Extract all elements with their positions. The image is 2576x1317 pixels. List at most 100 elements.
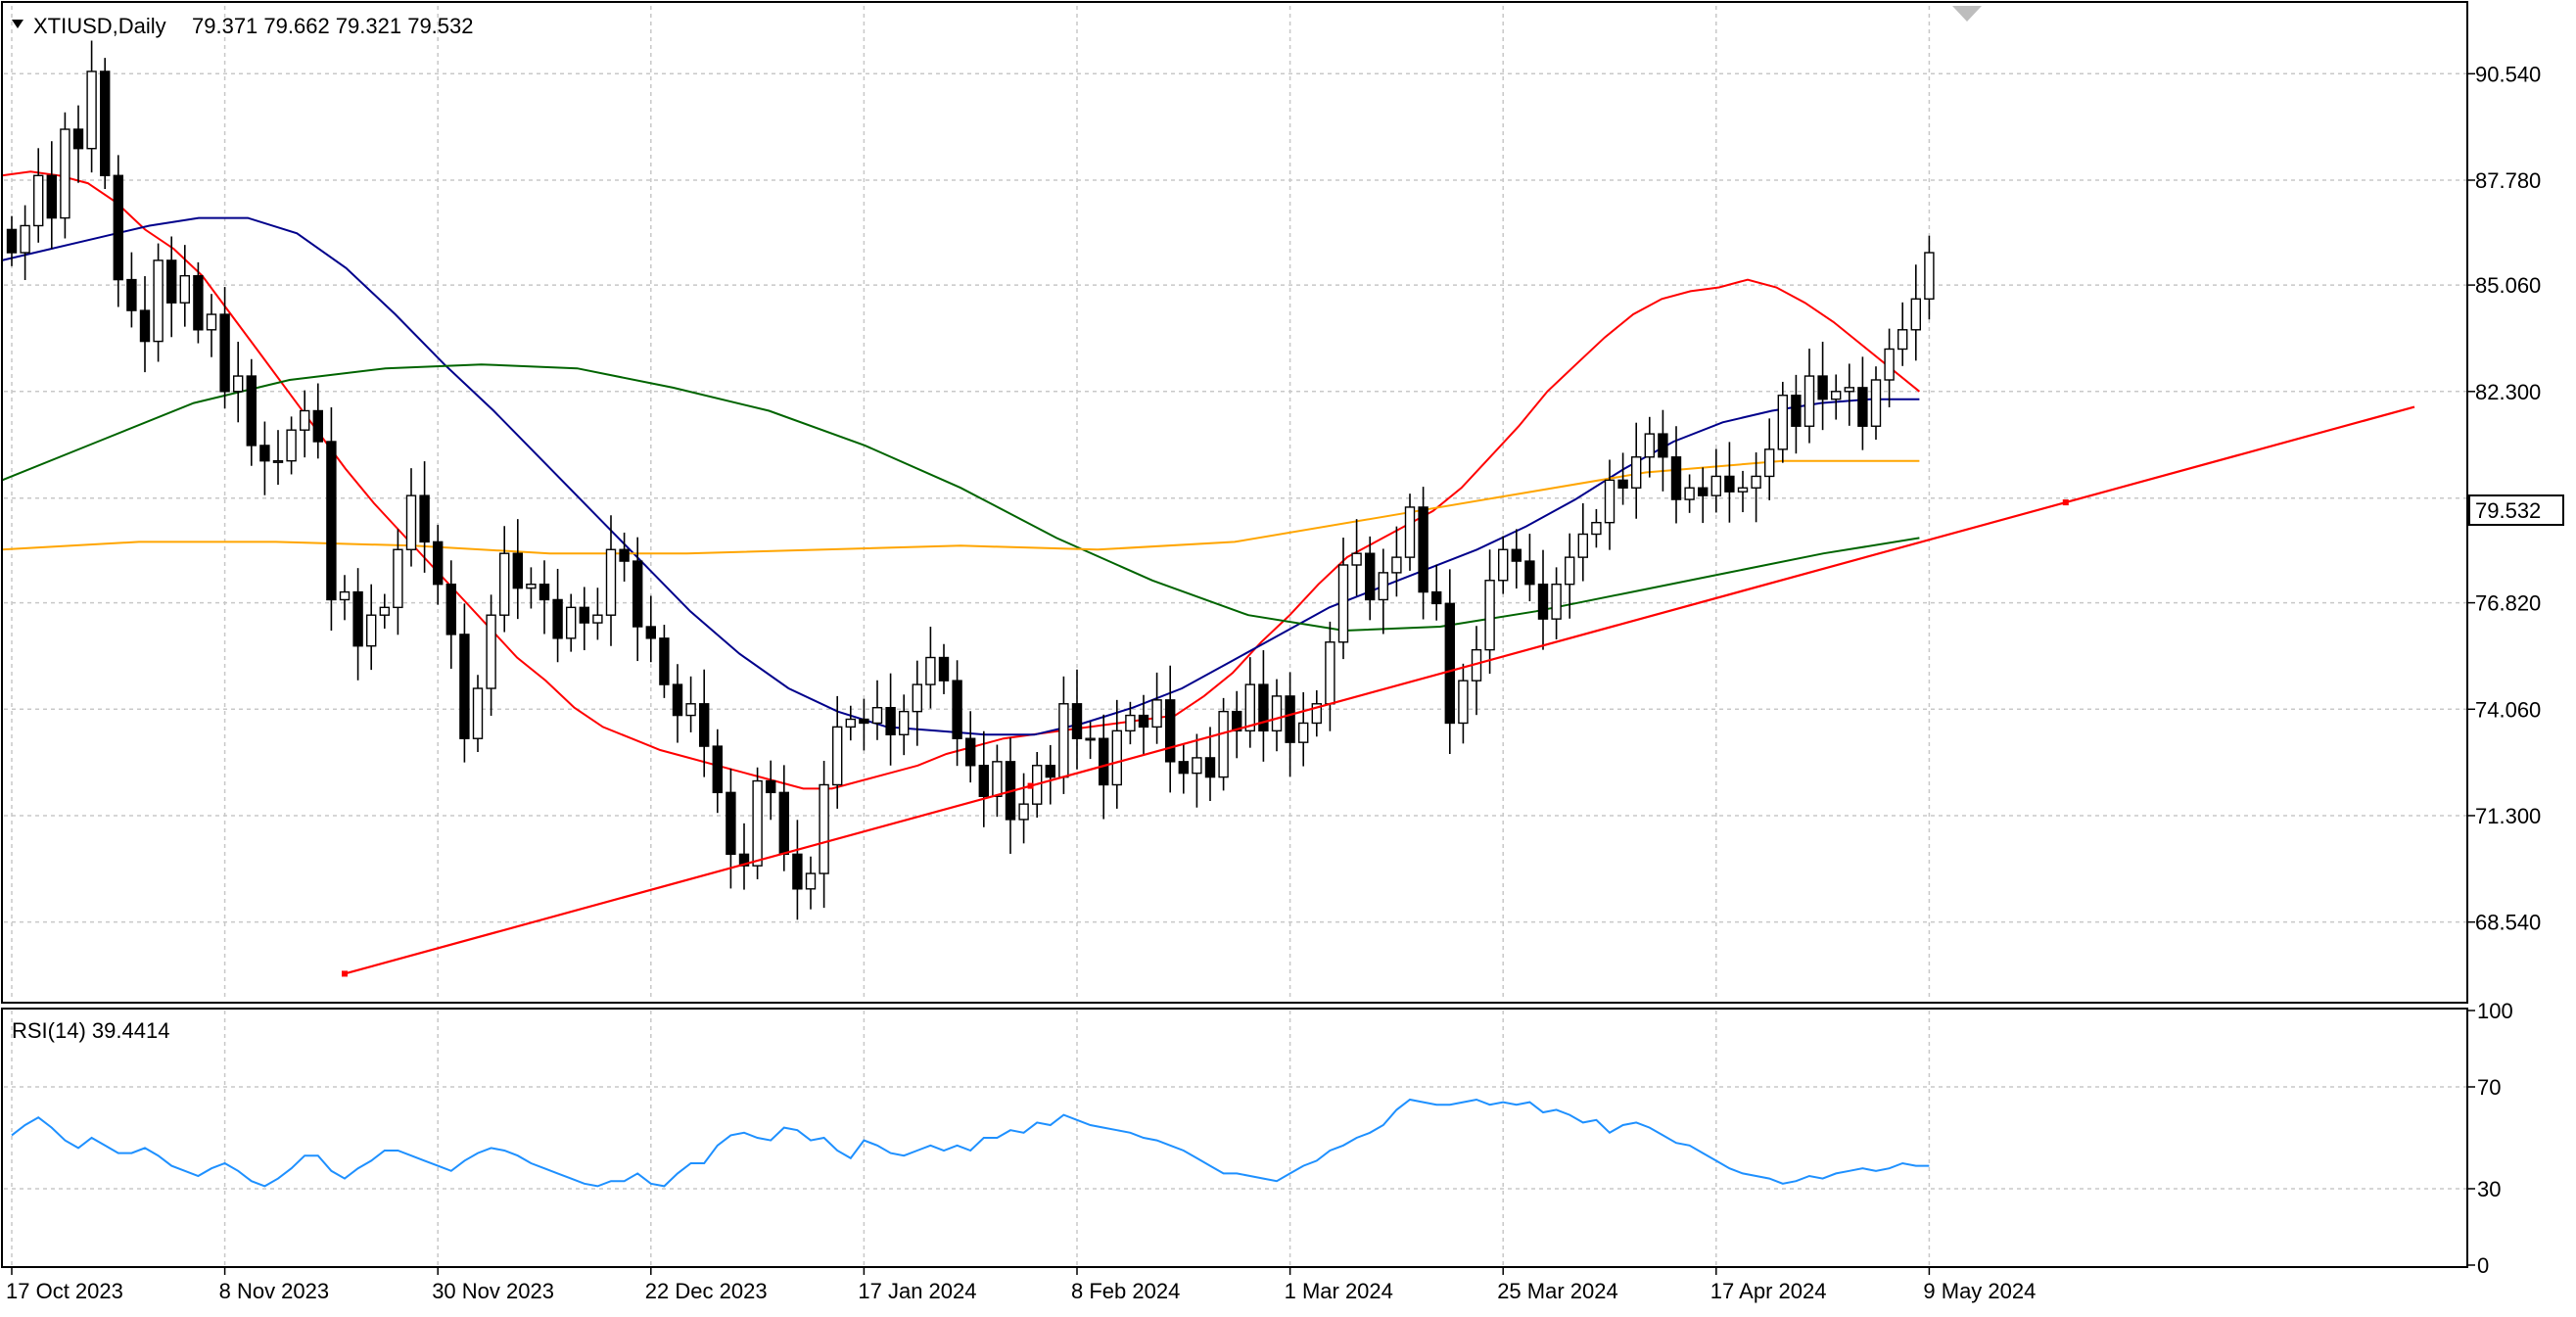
candle-body [1271, 695, 1283, 732]
candle-body [219, 313, 230, 393]
candle-body [712, 745, 723, 794]
candle-body [1591, 521, 1602, 536]
candle-body [659, 637, 670, 685]
candle-body [1045, 765, 1056, 778]
candle-body [1484, 580, 1495, 651]
candle-body [992, 761, 1003, 797]
chart-shift-marker-icon[interactable] [1952, 6, 1982, 22]
candle-body [1737, 487, 1749, 493]
price-tick-label: 71.300 [2475, 804, 2541, 828]
candle-body [1111, 729, 1123, 786]
candle-body [1125, 714, 1136, 732]
candle-body [272, 459, 284, 463]
time-tick-label: 22 Dec 2023 [645, 1279, 768, 1303]
candle-body [526, 583, 537, 589]
candle-body [20, 224, 30, 254]
candle-body [938, 656, 950, 682]
candle-body [1244, 683, 1256, 732]
candle-body [1164, 699, 1176, 763]
candle-body [60, 128, 70, 219]
candle-body [912, 683, 922, 713]
candle-body [153, 259, 164, 343]
candle-body [366, 614, 377, 647]
candle-body [699, 703, 710, 747]
candle-body [286, 429, 297, 462]
candle-body [72, 128, 84, 150]
rsi-tick-label: 100 [2477, 999, 2513, 1023]
candle-body [1617, 479, 1628, 489]
candle-body [300, 409, 310, 431]
candle-body [1884, 348, 1895, 381]
candle-body [738, 853, 750, 867]
candle-body [46, 174, 57, 219]
rsi-tick-label: 70 [2477, 1075, 2501, 1100]
candle-body [433, 541, 444, 586]
candle-body [352, 590, 363, 647]
candle-body [1258, 683, 1269, 732]
candle-body [113, 174, 124, 281]
candle-body [1391, 556, 1402, 574]
candle-body [1604, 479, 1616, 524]
candle-body [459, 634, 470, 739]
ohlc-values: 79.371 79.662 79.321 79.532 [192, 14, 474, 38]
candle-body [792, 853, 803, 890]
candle-body [206, 313, 217, 331]
candle-body [1018, 803, 1029, 821]
candle-body [1564, 556, 1575, 586]
candle-body [566, 606, 577, 639]
candle-body [899, 710, 910, 735]
candle-body [885, 707, 896, 735]
time-tick-label: 8 Feb 2024 [1071, 1279, 1180, 1303]
candle-body [1511, 548, 1522, 562]
trendline-anchor [2062, 499, 2069, 506]
candle-body [1351, 552, 1362, 566]
candle-body [472, 687, 484, 739]
candle-body [645, 626, 656, 639]
candle-body [965, 737, 976, 767]
candle-body [1285, 695, 1295, 743]
candle-body [632, 560, 643, 628]
candle-body [379, 606, 390, 616]
time-tick-label: 1 Mar 2024 [1285, 1279, 1393, 1303]
candle-body [1791, 395, 1802, 427]
trendline[interactable] [342, 405, 2415, 977]
candle-body [326, 441, 337, 601]
price-grid [4, 6, 2467, 1001]
candle-body [1751, 475, 1761, 489]
candle-body [1803, 375, 1815, 427]
candle-body [1870, 379, 1882, 427]
candle-body [619, 548, 630, 562]
candle-body [1830, 391, 1842, 400]
candle-body [978, 765, 989, 797]
time-tick-label: 8 Nov 2023 [219, 1279, 330, 1303]
candle-body [232, 375, 244, 393]
candlesticks[interactable] [6, 40, 1935, 920]
candle-body [1670, 456, 1682, 500]
candle-body [1085, 737, 1096, 741]
candle-body [6, 228, 18, 254]
time-tick-label: 17 Apr 2024 [1710, 1279, 1827, 1303]
candle-body [832, 726, 843, 786]
rsi-indicator [11, 1098, 1930, 1188]
candle-body [1418, 506, 1429, 593]
candle-body [1192, 757, 1202, 775]
candle-body [766, 779, 776, 794]
candle-body [126, 278, 137, 311]
candle-body [1777, 395, 1789, 450]
candle-body [859, 718, 869, 725]
collapse-arrow-icon[interactable] [12, 20, 23, 28]
candle-body [1710, 475, 1722, 496]
candle-body [1098, 737, 1109, 786]
moving-average-line [1, 459, 1920, 555]
price-tick-label: 87.780 [2475, 168, 2541, 193]
candle-body [845, 718, 856, 729]
candle-body [1058, 703, 1069, 778]
time-tick-label: 30 Nov 2023 [432, 1279, 554, 1303]
candle-body [672, 683, 683, 717]
candle-body [1218, 710, 1229, 778]
candle-body [1231, 710, 1242, 732]
candle-body [579, 606, 589, 624]
candle-body [552, 598, 563, 639]
